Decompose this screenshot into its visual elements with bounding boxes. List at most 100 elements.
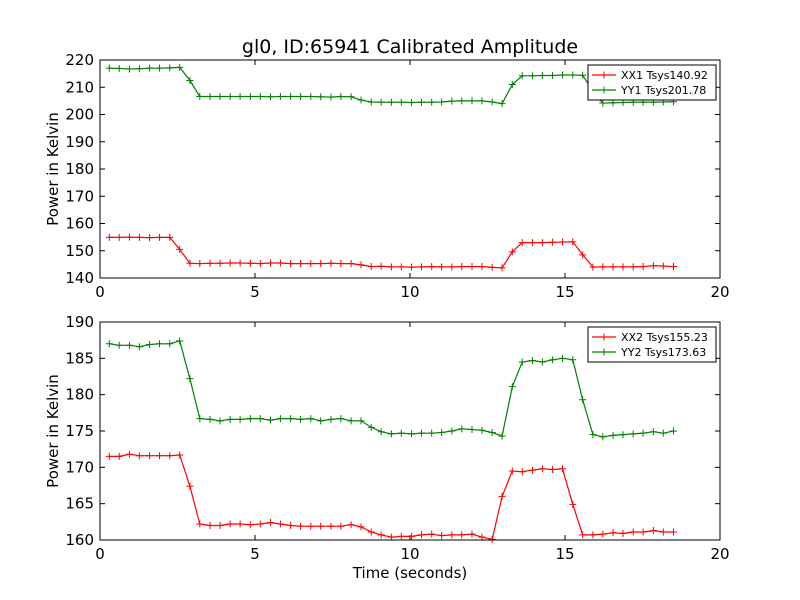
data-point	[518, 358, 526, 366]
data-point	[599, 433, 607, 441]
data-point	[267, 519, 274, 527]
data-point	[549, 238, 557, 246]
y-tick-label: 160	[65, 215, 94, 233]
data-point	[387, 533, 395, 541]
data-point	[196, 415, 204, 423]
y-axis-label: Power in Kelvin	[44, 112, 62, 226]
data-point	[226, 93, 234, 101]
y-tick-label: 185	[65, 349, 94, 367]
data-point	[166, 233, 174, 241]
x-tick-label: 20	[710, 283, 729, 301]
data-point	[670, 263, 677, 271]
data-point	[156, 340, 164, 348]
data-point	[307, 522, 315, 530]
legend-label-0: XX2 Tsys155.23	[621, 331, 708, 344]
data-point	[206, 93, 214, 101]
data-point	[508, 248, 516, 256]
data-point	[196, 93, 204, 101]
data-point	[367, 528, 375, 536]
data-point	[438, 532, 446, 540]
x-tick-label: 15	[555, 283, 574, 301]
data-point	[297, 93, 305, 101]
data-point	[337, 93, 345, 101]
legend-box	[587, 64, 717, 101]
data-point	[125, 341, 133, 349]
data-point	[659, 528, 667, 536]
data-point	[397, 429, 405, 437]
data-point	[317, 522, 325, 530]
y-tick-label: 170	[65, 187, 94, 205]
data-point	[297, 260, 305, 268]
data-point	[468, 263, 476, 271]
data-point	[327, 415, 335, 423]
data-point	[397, 98, 405, 106]
data-point	[579, 396, 587, 404]
data-point	[659, 262, 667, 270]
data-point	[528, 357, 536, 365]
data-point	[639, 263, 647, 271]
data-point	[287, 521, 295, 529]
data-point	[166, 340, 174, 348]
x-tick-label: 15	[555, 545, 574, 563]
data-point	[377, 262, 385, 270]
data-point	[387, 263, 395, 271]
data-point	[115, 233, 123, 241]
data-point	[276, 520, 284, 528]
data-point	[115, 452, 123, 460]
data-point	[297, 522, 305, 530]
data-point	[327, 93, 335, 101]
data-point	[599, 263, 607, 271]
x-tick-label: 5	[250, 545, 260, 563]
data-point	[256, 93, 264, 101]
data-point	[357, 523, 365, 531]
data-point	[186, 259, 194, 267]
x-tick-label: 20	[710, 545, 729, 563]
data-point	[408, 430, 416, 438]
data-point	[528, 466, 536, 474]
data-point	[417, 531, 425, 539]
data-point	[478, 263, 486, 271]
data-point	[206, 415, 214, 423]
data-point	[146, 64, 154, 72]
data-point	[417, 429, 425, 437]
data-point	[377, 428, 385, 436]
y-tick-label: 140	[65, 269, 94, 287]
data-point	[256, 260, 264, 268]
data-point	[609, 529, 617, 537]
data-point	[176, 337, 184, 345]
data-point	[579, 531, 587, 539]
data-point	[297, 415, 305, 423]
data-point	[579, 251, 587, 259]
data-point	[105, 233, 113, 241]
data-point	[417, 98, 425, 106]
data-point	[307, 415, 315, 423]
data-point	[105, 452, 113, 460]
data-point	[347, 417, 355, 425]
data-point	[569, 238, 577, 246]
data-point	[498, 432, 506, 440]
data-point	[498, 492, 506, 500]
y-tick-label: 180	[65, 160, 94, 178]
data-point	[166, 64, 174, 72]
data-point	[135, 452, 143, 460]
data-point	[549, 72, 557, 80]
data-point	[216, 417, 224, 425]
data-point	[347, 93, 355, 101]
data-point	[246, 415, 254, 423]
data-point	[438, 263, 446, 271]
y-tick-label: 170	[65, 458, 94, 476]
data-point	[599, 99, 607, 107]
data-point	[276, 93, 284, 101]
data-point	[639, 528, 647, 536]
data-point	[115, 64, 123, 72]
data-point	[428, 98, 436, 106]
data-point	[236, 520, 244, 528]
data-point	[629, 528, 637, 536]
data-point	[287, 260, 295, 268]
data-point	[256, 520, 264, 528]
data-point	[448, 263, 456, 271]
data-point	[156, 233, 164, 241]
x-axis-label: Time (seconds)	[352, 564, 468, 582]
data-point	[216, 521, 224, 529]
